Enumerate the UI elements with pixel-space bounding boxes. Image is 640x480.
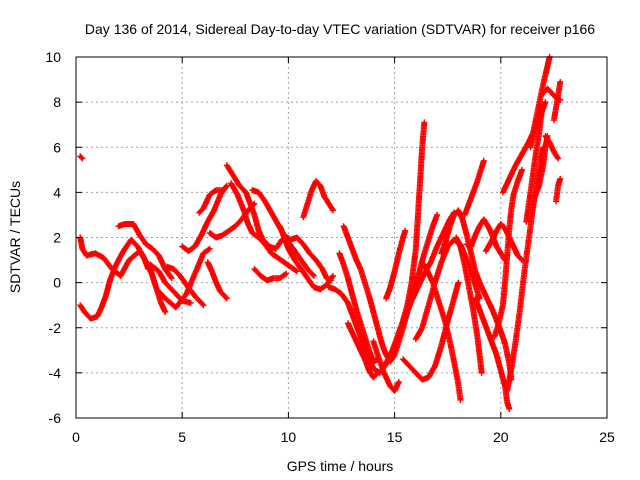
x-tick-label: 0: [72, 429, 80, 445]
y-tick-label: -4: [49, 365, 62, 381]
x-tick-label: 5: [178, 429, 186, 445]
y-tick-label: -6: [49, 410, 62, 426]
x-tick-label: 25: [599, 429, 615, 445]
chart-title: Day 136 of 2014, Sidereal Day-to-day VTE…: [85, 21, 595, 37]
y-tick-label: 8: [53, 94, 61, 110]
x-tick-label: 20: [493, 429, 509, 445]
axes: 0 5 10 15 20 25 -6 -4 -2 0 2 4 6 8 10: [45, 49, 615, 445]
y-tick-label: 0: [53, 275, 61, 291]
x-axis-label: GPS time / hours: [287, 458, 394, 474]
y-tick-label: -2: [49, 320, 62, 336]
x-tick-label: 10: [281, 429, 297, 445]
y-tick-label: 2: [53, 230, 61, 246]
data-points: [77, 54, 564, 412]
y-tick-label: 10: [45, 49, 61, 65]
y-tick-label: 4: [53, 184, 61, 200]
plus-markers: [77, 54, 564, 412]
x-tick-label: 15: [387, 429, 403, 445]
grid-lines: [76, 57, 607, 418]
y-tick-label: 6: [53, 139, 61, 155]
y-axis-label: SDTVAR / TECUs: [7, 181, 23, 293]
